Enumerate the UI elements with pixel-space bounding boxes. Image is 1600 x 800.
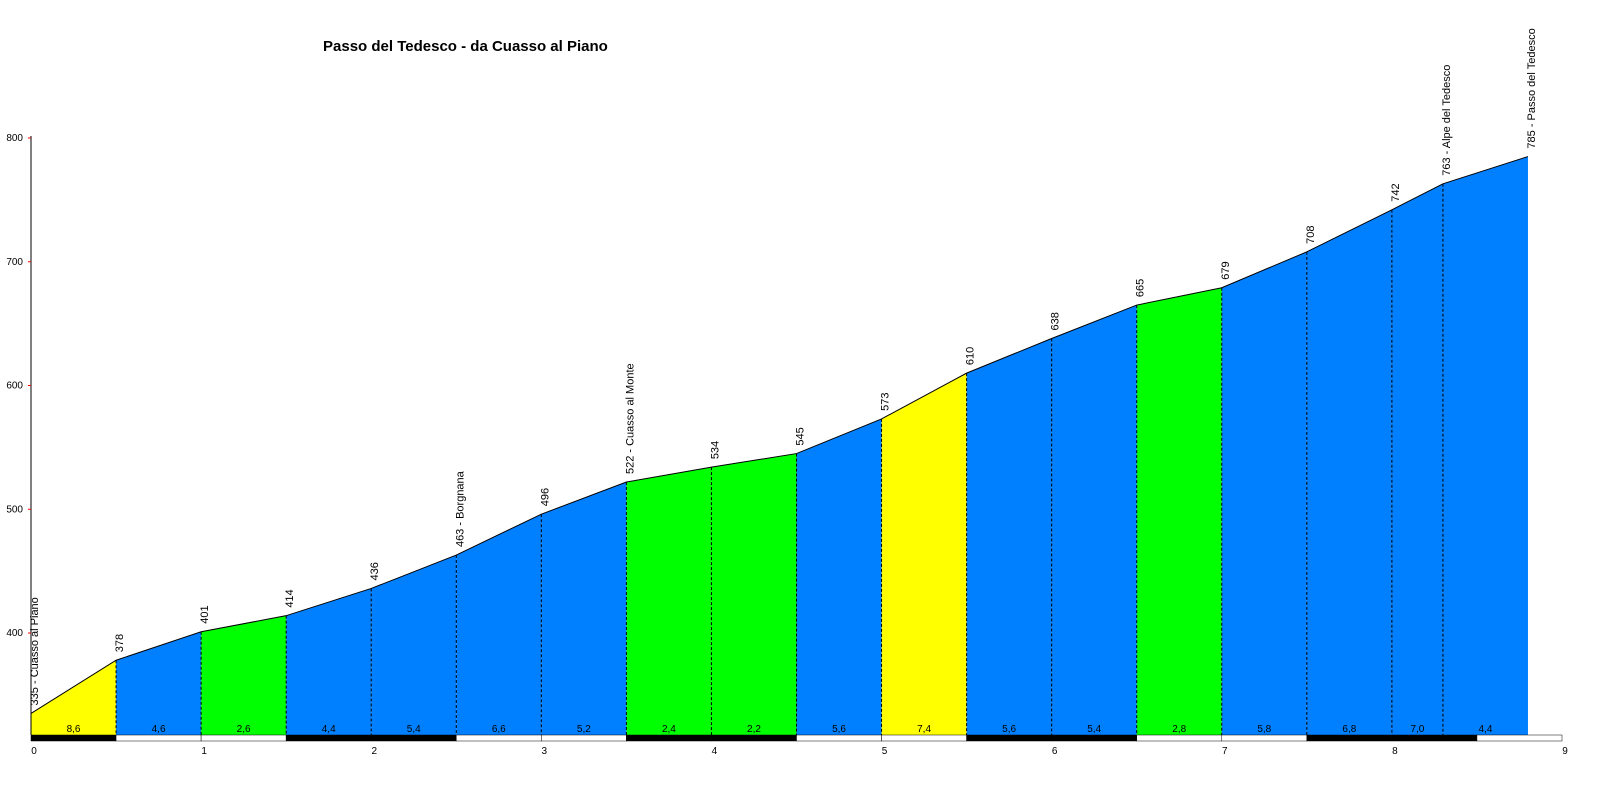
- profile-segment: [626, 467, 712, 735]
- distance-bar-block: [1306, 734, 1393, 742]
- distance-bar-block: [881, 734, 967, 742]
- gradient-label: 5,6: [1002, 724, 1016, 735]
- y-tick-label: 400: [6, 628, 23, 639]
- gradient-label: 4,4: [1478, 724, 1492, 735]
- x-tick-label: 5: [882, 746, 888, 757]
- elevation-label: 496: [539, 488, 551, 506]
- elevation-label: 401: [199, 605, 211, 623]
- distance-bar-block: [711, 734, 797, 742]
- elevation-label: 414: [284, 589, 296, 607]
- profile-segment: [1051, 305, 1137, 735]
- distance-bar-block: [370, 734, 457, 742]
- profile-segment: [1442, 156, 1528, 735]
- elevation-label: 665: [1135, 279, 1147, 297]
- y-tick-label: 600: [6, 381, 23, 392]
- gradient-label: 5,2: [577, 724, 591, 735]
- elevation-label: 679: [1220, 261, 1232, 279]
- profile-segment: [796, 418, 882, 735]
- elevation-label: 638: [1050, 312, 1062, 330]
- x-tick-label: 3: [542, 746, 548, 757]
- distance-bar-block: [1221, 734, 1308, 742]
- x-tick-label: 8: [1392, 746, 1398, 757]
- profile-segment: [966, 338, 1052, 735]
- gradient-label: 5,8: [1257, 724, 1271, 735]
- gradient-label: 7,4: [917, 724, 931, 735]
- distance-bar-block: [541, 734, 627, 742]
- profile-segment: [711, 453, 797, 735]
- gradient-label: 6,6: [492, 724, 506, 735]
- gradient-label: 2,6: [237, 724, 251, 735]
- gradient-label: 5,4: [407, 724, 421, 735]
- profile-segment: [1136, 287, 1222, 735]
- elevation-label: 335 - Cuasso al Piano: [29, 597, 41, 705]
- x-tick-label: 0: [31, 746, 37, 757]
- elevation-label: 610: [965, 347, 977, 365]
- elevation-label: 785 - Passo del Tedesco: [1526, 28, 1538, 148]
- distance-bar-block: [30, 734, 117, 742]
- distance-bar-block: [966, 734, 1052, 742]
- elevation-label: 763 - Alpe del Tedesco: [1441, 65, 1453, 176]
- profile-segment: [456, 514, 542, 735]
- y-tick-label: 500: [6, 504, 23, 515]
- gradient-label: 2,2: [747, 724, 761, 735]
- distance-bar-block: [1391, 734, 1478, 742]
- elevation-label: 534: [709, 441, 721, 459]
- distance-bar-block: [796, 734, 882, 742]
- elevation-label: 463 - Borgnana: [454, 470, 466, 547]
- x-tick-label: 1: [201, 746, 207, 757]
- gradient-label: 7,0: [1410, 724, 1424, 735]
- distance-bar-block: [1136, 734, 1223, 742]
- distance-bar-block: [1476, 734, 1563, 742]
- gradient-label: 2,4: [662, 724, 676, 735]
- profile-segment: [371, 555, 457, 735]
- y-tick-label: 800: [6, 133, 23, 144]
- profile-segment: [1221, 251, 1307, 735]
- distance-bar-block: [285, 734, 372, 742]
- elevation-label: 742: [1390, 183, 1402, 201]
- profile-segment: [286, 588, 372, 735]
- x-tick-label: 9: [1562, 746, 1568, 757]
- elevation-label: 573: [880, 393, 892, 411]
- profile-segment: [116, 631, 202, 735]
- profile-segment: [541, 482, 627, 735]
- gradient-label: 5,4: [1087, 724, 1101, 735]
- distance-bar-block: [1051, 734, 1137, 742]
- x-tick-label: 4: [712, 746, 718, 757]
- gradient-label: 4,4: [322, 724, 336, 735]
- gradient-label: 4,6: [152, 724, 166, 735]
- gradient-label: 6,8: [1342, 724, 1356, 735]
- profile-segment: [1391, 183, 1443, 736]
- elevation-label: 545: [795, 427, 807, 445]
- distance-bar-block: [456, 734, 542, 742]
- distance-bar-block: [115, 734, 202, 742]
- profile-segment: [201, 615, 287, 735]
- y-tick-label: 700: [6, 257, 23, 268]
- profile-segment: [1306, 209, 1392, 735]
- elevation-label: 378: [114, 634, 126, 652]
- x-tick-label: 7: [1222, 746, 1228, 757]
- elevation-label: 436: [369, 562, 381, 580]
- chart-title: Passo del Tedesco - da Cuasso al Piano: [323, 38, 608, 55]
- x-tick-label: 2: [371, 746, 377, 757]
- distance-bar-block: [626, 734, 712, 742]
- gradient-label: 2,8: [1172, 724, 1186, 735]
- elevation-label: 708: [1305, 225, 1317, 243]
- elevation-label: 522 - Cuasso al Monte: [624, 363, 636, 474]
- gradient-label: 5,6: [832, 724, 846, 735]
- gradient-label: 8,6: [67, 724, 81, 735]
- distance-bar-block: [200, 734, 287, 742]
- profile-segment: [881, 373, 967, 735]
- profile-segment: [31, 660, 117, 735]
- x-tick-label: 6: [1052, 746, 1058, 757]
